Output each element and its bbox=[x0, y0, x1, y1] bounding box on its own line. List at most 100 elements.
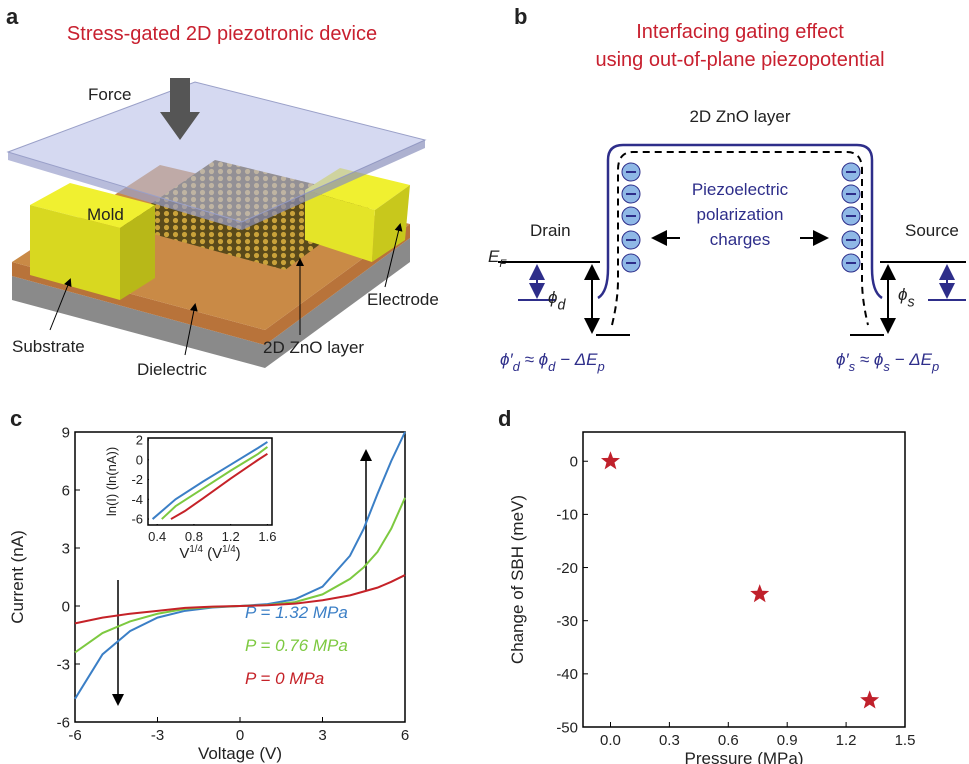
panel-title: Stress-gated 2D piezotronic device bbox=[67, 23, 377, 45]
y-tick-label: 0 bbox=[570, 453, 578, 470]
legend-entry: P = 1.32 MPa bbox=[245, 603, 348, 622]
label: Source bbox=[905, 221, 959, 240]
y-axis-label: Current (nA) bbox=[8, 530, 27, 624]
label: EF bbox=[488, 247, 507, 270]
y-tick-label: -3 bbox=[57, 656, 70, 673]
x-axis-label: Voltage (V) bbox=[198, 744, 282, 763]
x-tick-label: 0.8 bbox=[185, 529, 203, 544]
script-text: 1/4 bbox=[189, 544, 203, 555]
plot-frame bbox=[582, 431, 906, 728]
star-marker bbox=[860, 690, 880, 709]
label: charges bbox=[710, 230, 770, 249]
star-marker bbox=[750, 584, 770, 603]
panel-title: using out-of-plane piezopotential bbox=[595, 49, 884, 71]
script-text: s bbox=[849, 359, 856, 374]
y-tick-label: 3 bbox=[62, 540, 70, 557]
label: ϕd bbox=[548, 288, 566, 314]
x-tick-label: 6 bbox=[401, 727, 409, 744]
label: Electrode bbox=[367, 290, 439, 309]
script-text: d bbox=[513, 359, 521, 374]
text-part: ϕ′ bbox=[836, 350, 849, 369]
x-tick-label: 1.2 bbox=[222, 529, 240, 544]
x-tick-label: 1.2 bbox=[836, 732, 857, 749]
x-tick-label: 0.0 bbox=[600, 732, 621, 749]
script-text: s bbox=[907, 295, 914, 311]
y-tick-label: -6 bbox=[131, 512, 143, 527]
text-part: ϕ bbox=[548, 288, 557, 307]
x-tick-label: 1.6 bbox=[258, 529, 276, 544]
label: 2D ZnO layer bbox=[263, 338, 364, 357]
band-diagram bbox=[498, 143, 966, 336]
script-text: 1/4 bbox=[222, 544, 236, 555]
y-tick-label: -10 bbox=[556, 507, 578, 524]
series-line bbox=[74, 574, 406, 625]
text-part: ≈ ϕ bbox=[520, 350, 548, 369]
text-part: ≈ ϕ bbox=[855, 350, 883, 369]
formula: ϕ′s ≈ ϕs − ΔEp bbox=[836, 350, 939, 374]
y-tick-label: 6 bbox=[62, 482, 70, 499]
text-part: V bbox=[179, 545, 189, 562]
text-part: ) bbox=[236, 545, 241, 562]
script-text: p bbox=[596, 359, 604, 374]
text-part: (V bbox=[203, 545, 222, 562]
panel-letter: b bbox=[514, 4, 527, 29]
y-tick-label: 9 bbox=[62, 424, 70, 441]
device-illustration bbox=[6, 78, 427, 368]
star-marker bbox=[600, 451, 620, 470]
label: 2D ZnO layer bbox=[689, 107, 790, 126]
label: Dielectric bbox=[137, 360, 207, 379]
y-tick-label: -50 bbox=[556, 719, 578, 736]
x-tick-label: -6 bbox=[68, 727, 81, 744]
x-axis-label: Pressure (MPa) bbox=[684, 749, 803, 764]
x-axis-label: V1/4 (V1/4) bbox=[179, 544, 240, 562]
label: Mold bbox=[87, 205, 124, 224]
text-part: ϕ bbox=[898, 285, 907, 304]
text-part: − ΔE bbox=[555, 350, 598, 369]
x-tick-label: -3 bbox=[151, 727, 164, 744]
series-line bbox=[151, 441, 268, 520]
plot-frame bbox=[147, 437, 273, 526]
series-line bbox=[161, 446, 269, 520]
y-tick-label: -6 bbox=[57, 714, 70, 731]
script-text: d bbox=[548, 359, 556, 374]
y-axis-label: Change of SBH (meV) bbox=[508, 495, 527, 664]
label: polarization bbox=[697, 205, 784, 224]
script-text: s bbox=[883, 359, 890, 374]
x-tick-label: 0.3 bbox=[659, 732, 680, 749]
label: Piezoelectric bbox=[692, 180, 789, 199]
label: Drain bbox=[530, 221, 571, 240]
x-tick-label: 0.6 bbox=[718, 732, 739, 749]
formula: ϕ′d ≈ ϕd − ΔEp bbox=[500, 350, 605, 374]
y-axis-label: ln(I) (ln(nA)) bbox=[104, 447, 119, 516]
y-tick-label: -40 bbox=[556, 666, 578, 683]
y-tick-label: -4 bbox=[131, 492, 143, 507]
y-tick-label: 0 bbox=[136, 452, 143, 467]
series-line bbox=[170, 452, 268, 520]
text-part: ϕ′ bbox=[500, 350, 513, 369]
y-tick-label: -2 bbox=[131, 472, 143, 487]
label: ϕs bbox=[898, 285, 915, 311]
legend-entry: P = 0.76 MPa bbox=[245, 636, 348, 655]
text-part: E bbox=[488, 247, 500, 266]
legend-entry: P = 0 MPa bbox=[245, 669, 324, 688]
panel-title: Interfacing gating effect bbox=[636, 21, 844, 43]
label: Force bbox=[88, 85, 131, 104]
y-tick-label: 2 bbox=[136, 433, 143, 448]
script-text: p bbox=[931, 359, 939, 374]
x-tick-label: 1.5 bbox=[895, 732, 916, 749]
y-tick-label: -30 bbox=[556, 613, 578, 630]
x-tick-label: 0.4 bbox=[148, 529, 166, 544]
panel-letter: d bbox=[498, 406, 511, 431]
label: Substrate bbox=[12, 337, 85, 356]
x-tick-label: 0 bbox=[236, 727, 244, 744]
y-tick-label: 0 bbox=[62, 598, 70, 615]
x-tick-label: 0.9 bbox=[777, 732, 798, 749]
x-tick-label: 3 bbox=[318, 727, 326, 744]
script-text: d bbox=[557, 298, 566, 314]
panel-letter: a bbox=[6, 4, 19, 29]
script-text: F bbox=[499, 258, 507, 270]
text-part: − ΔE bbox=[890, 350, 933, 369]
y-tick-label: -20 bbox=[556, 560, 578, 577]
panel-letter: c bbox=[10, 406, 22, 431]
